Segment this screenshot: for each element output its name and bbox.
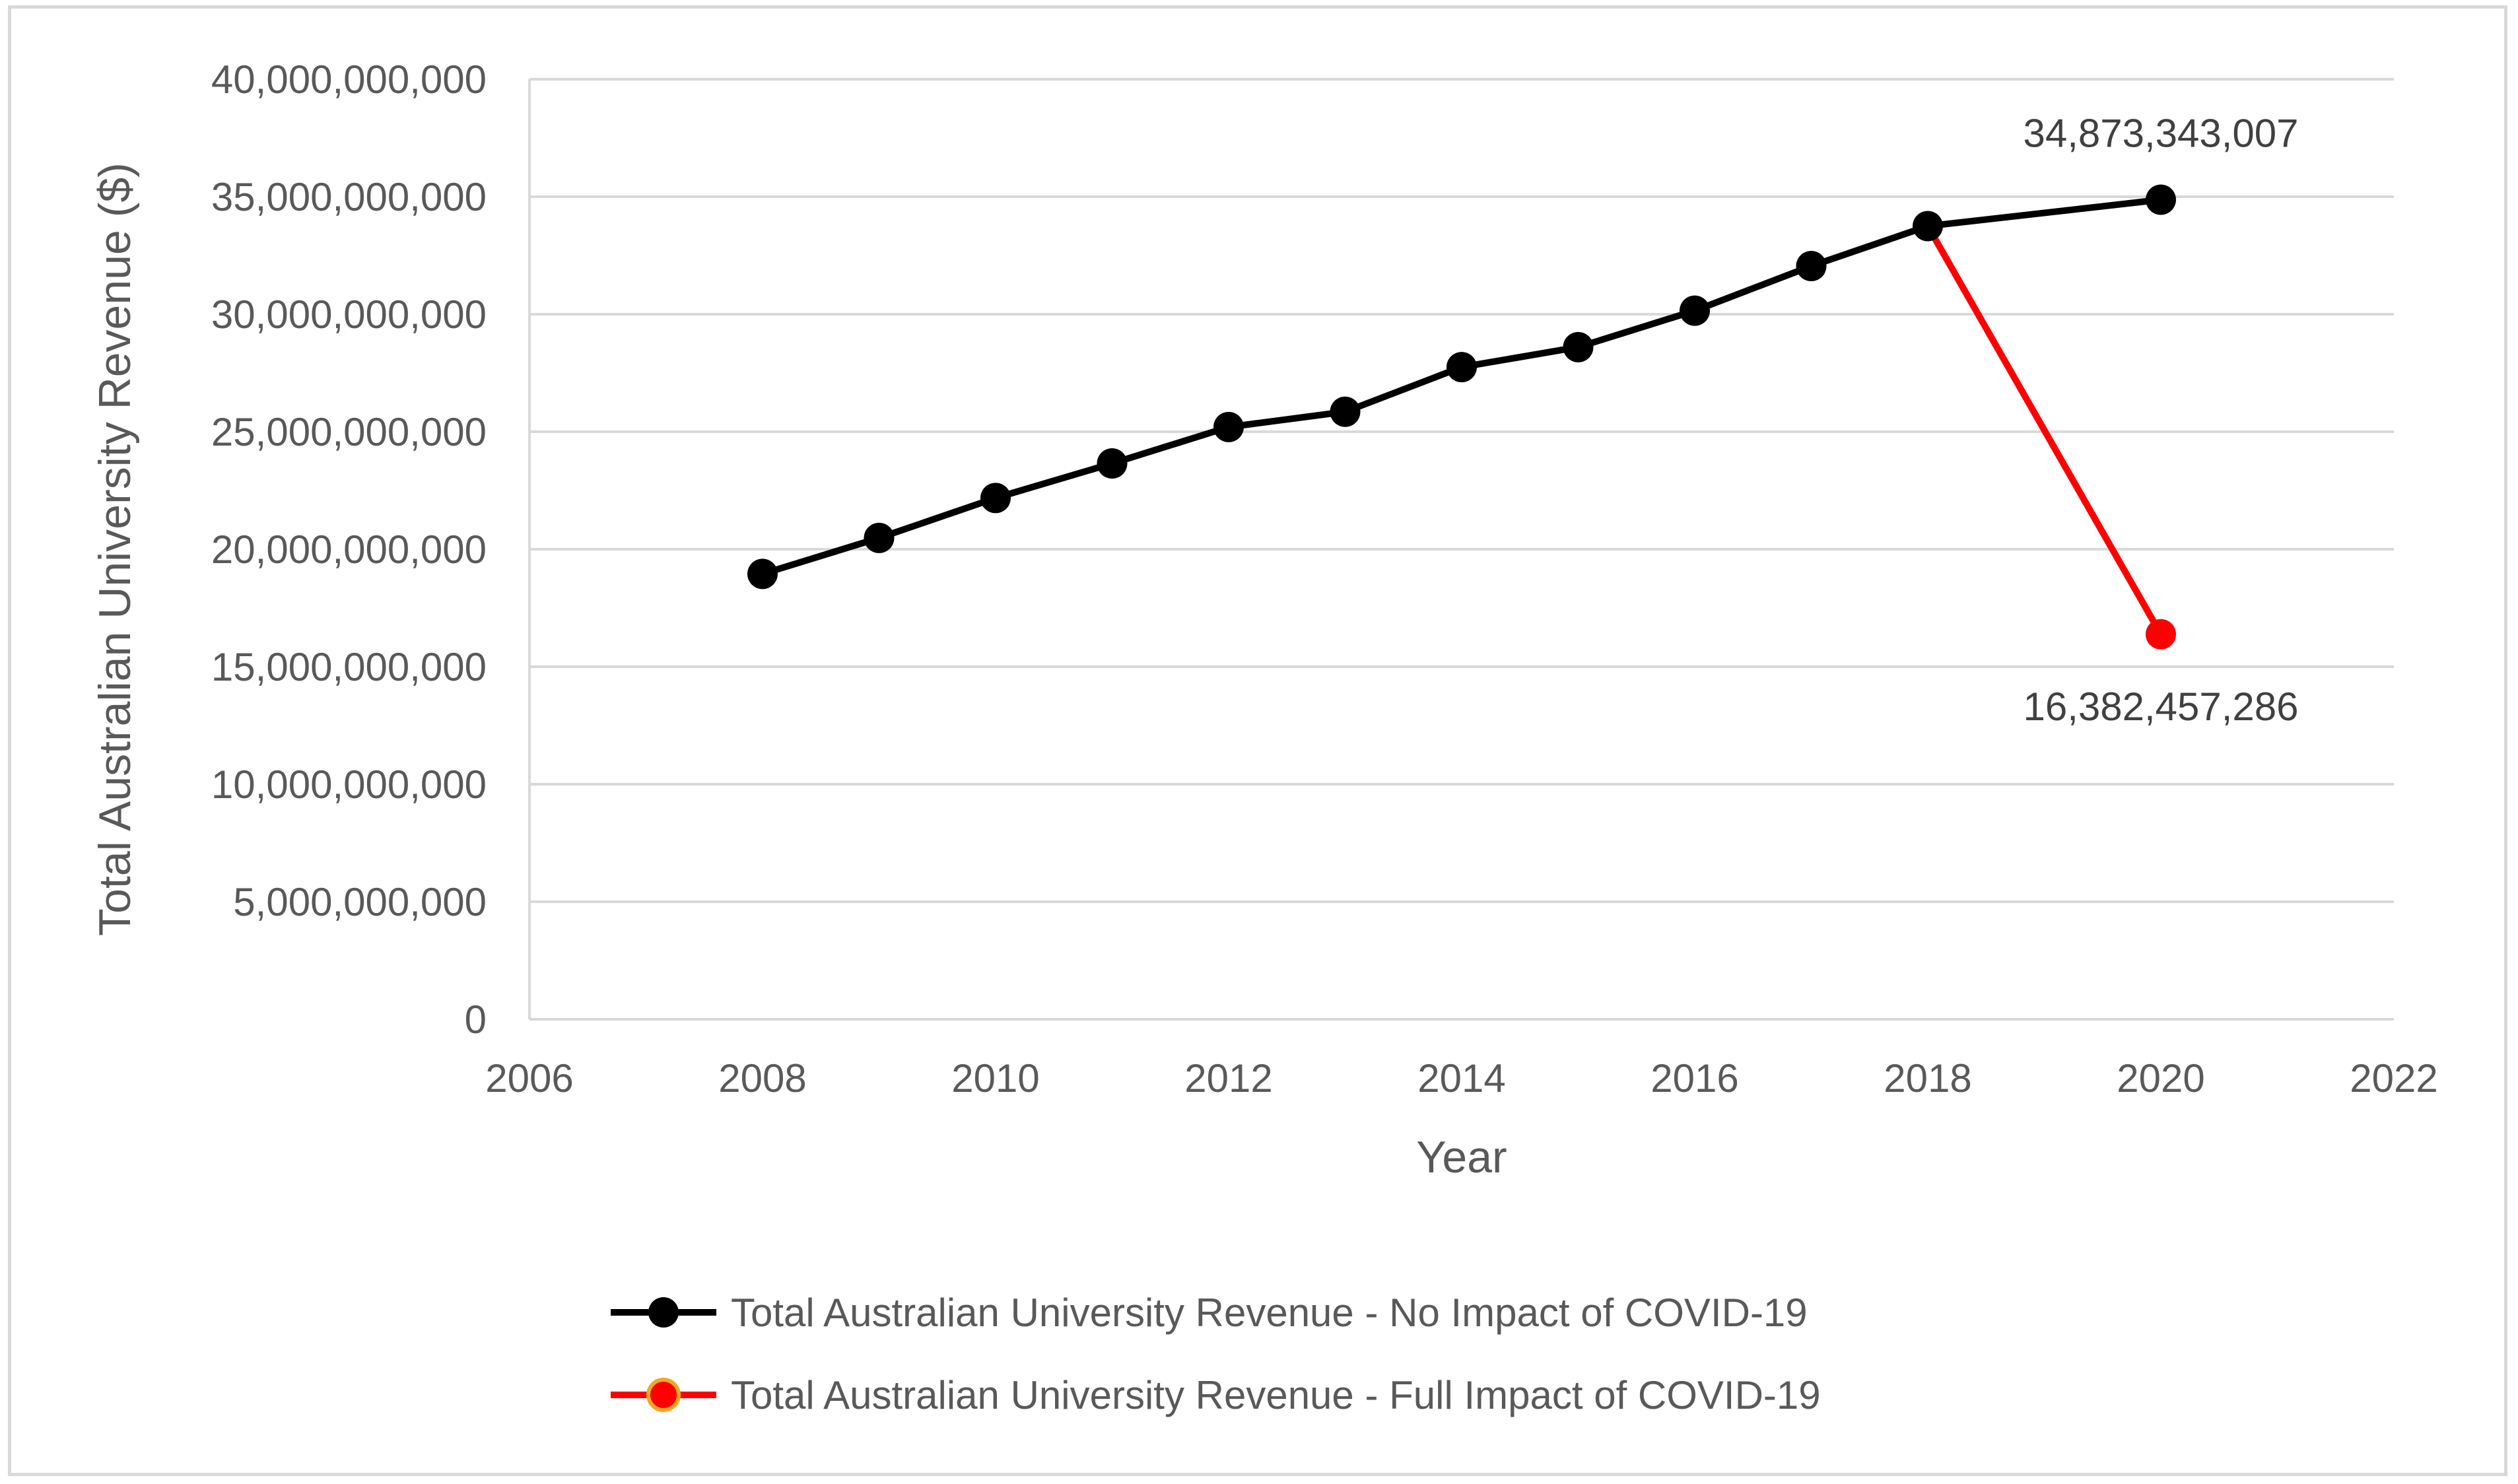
y-tick-label: 30,000,000,000: [211, 292, 487, 337]
data-point-no-impact: [1796, 251, 1827, 282]
data-point-no-impact: [1913, 211, 1943, 242]
x-tick-label: 2010: [951, 1056, 1039, 1100]
data-point-no-impact: [1330, 396, 1361, 427]
data-point-no-impact: [1097, 448, 1128, 479]
x-tick-label: 2012: [1184, 1056, 1272, 1100]
chart-frame: 0 5,000,000,000 10,000,000,000 15,000,000,0…: [8, 5, 2507, 1476]
data-point-no-impact: [1563, 331, 1594, 362]
x-axis-title: Year: [1416, 1132, 1507, 1182]
data-labels: 34,873,343,007 16,382,457,286: [2023, 112, 2298, 729]
data-point-no-impact: [980, 483, 1011, 514]
series-line-full-impact: [1924, 222, 2164, 638]
y-tick-label: 25,000,000,000: [211, 410, 487, 454]
legend-entry: Total Australian University Revenue - No…: [611, 1291, 1808, 1335]
legend-marker: [646, 1378, 681, 1412]
y-tick-label: 40,000,000,000: [211, 57, 487, 102]
data-point-no-impact: [2146, 184, 2176, 215]
data-point-no-impact: [864, 522, 895, 553]
series-line-no-impact: [759, 196, 2164, 578]
axes: 0 5,000,000,000 10,000,000,000 15,000,000,0…: [211, 57, 2438, 1100]
legend-entry: Total Australian University Revenue - Fu…: [611, 1373, 1821, 1417]
series: [747, 184, 2176, 650]
data-label: 16,382,457,286: [2023, 685, 2298, 729]
data-label: 34,873,343,007: [2023, 112, 2298, 156]
y-tick-label: 15,000,000,000: [211, 645, 487, 689]
line-chart: 0 5,000,000,000 10,000,000,000 15,000,000,0…: [90, 57, 2438, 1417]
data-point-no-impact: [1680, 295, 1710, 326]
legend-label: Total Australian University Revenue - Fu…: [731, 1373, 1821, 1417]
legend-label: Total Australian University Revenue - No…: [731, 1291, 1808, 1335]
x-tick-label: 2020: [2117, 1056, 2204, 1100]
y-tick-label: 35,000,000,000: [211, 175, 487, 219]
x-tick-label: 2006: [485, 1056, 573, 1100]
y-tick-label: 0: [465, 997, 487, 1042]
y-tick-label: 20,000,000,000: [211, 527, 487, 572]
data-point-full-impact: [2146, 619, 2176, 650]
y-tick-label: 5,000,000,000: [233, 880, 487, 924]
x-tick-label: 2018: [1884, 1056, 1971, 1100]
legend-marker: [648, 1297, 679, 1328]
x-tick-label: 2014: [1417, 1056, 1505, 1100]
y-axis-title: Total Australian University Revenue ($): [90, 162, 140, 936]
x-tick-label: 2016: [1650, 1056, 1738, 1100]
x-tick-label: 2022: [2350, 1056, 2437, 1100]
data-point-no-impact: [747, 558, 778, 590]
data-point-no-impact: [1446, 352, 1477, 383]
x-tick-label: 2008: [718, 1056, 806, 1100]
y-tick-label: 10,000,000,000: [211, 762, 487, 807]
data-point-no-impact: [1213, 411, 1244, 442]
legend: Total Australian University Revenue - No…: [611, 1291, 1821, 1417]
